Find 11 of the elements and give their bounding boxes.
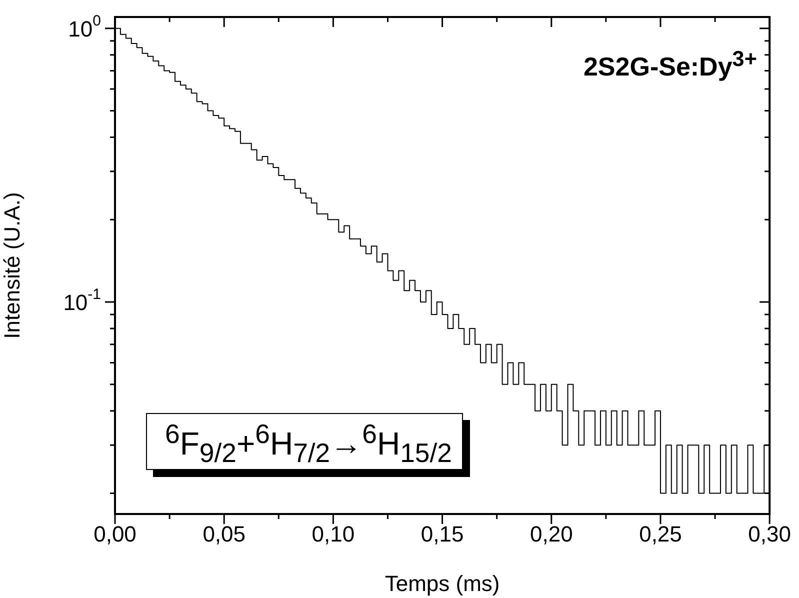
x-tick-label: 0,10 <box>312 521 355 546</box>
x-tick-label: 0,20 <box>530 521 573 546</box>
y-axis-title: Intensité (U.A.) <box>0 192 24 339</box>
text: $^{6}$F$_{9/2}$+$^{6}$H$_{7/2}$→$^{6}$H$_{15/2}$ <box>165 419 452 468</box>
x-tick-label: 0,00 <box>94 521 136 546</box>
x-axis-title: Temps (ms) <box>384 570 500 596</box>
x-tick-label: 0,05 <box>202 521 246 546</box>
x-tick-label: 0,25 <box>639 521 682 546</box>
x-tick-label: 0,15 <box>420 521 464 546</box>
x-tick-label: 0,30 <box>748 521 792 546</box>
annotation: 2S2G-Se:Dy$^{3+}$ <box>583 46 757 83</box>
